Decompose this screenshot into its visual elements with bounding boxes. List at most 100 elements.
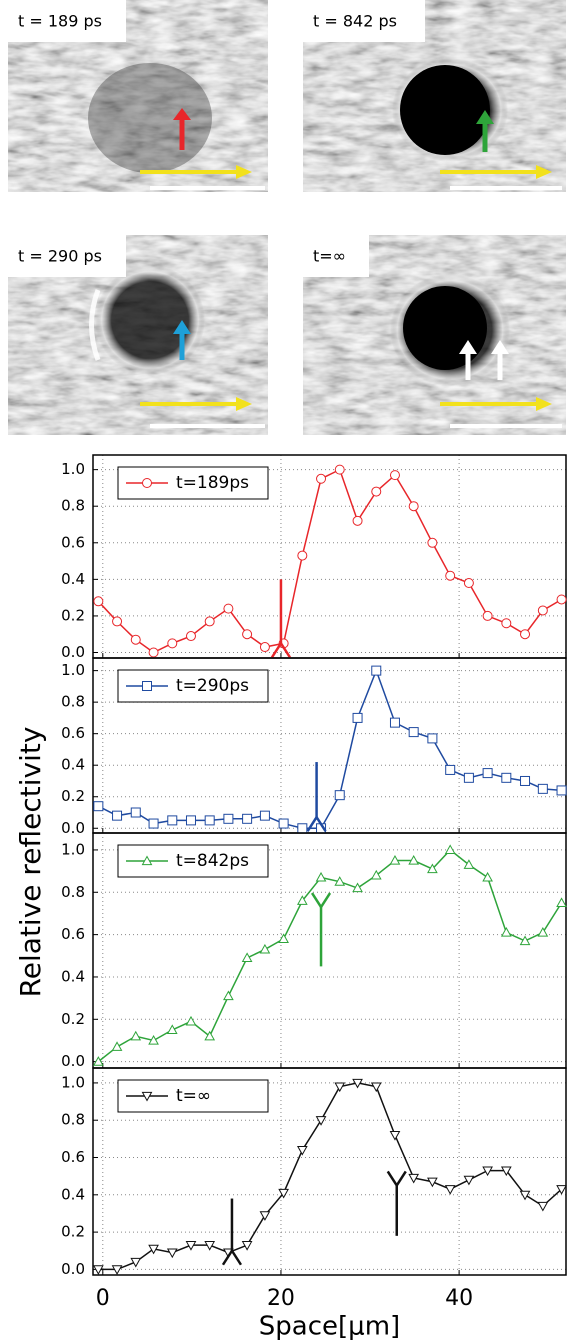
marker xyxy=(259,943,271,954)
marker xyxy=(519,1190,531,1201)
y-tick-label: 0.6 xyxy=(61,533,85,551)
legend-marker xyxy=(142,681,152,691)
y-tick-label: 0.0 xyxy=(61,1052,85,1070)
marker xyxy=(130,1030,142,1041)
marker xyxy=(389,470,400,481)
marker xyxy=(482,1166,493,1177)
marker xyxy=(427,863,438,874)
marker xyxy=(185,815,196,826)
y-tick-label: 0.8 xyxy=(61,497,85,515)
marker xyxy=(130,634,141,645)
y-tick-label: 0.4 xyxy=(61,1185,85,1203)
marker xyxy=(500,926,512,937)
annotation-arrowhead xyxy=(386,1170,407,1188)
marker xyxy=(463,772,474,783)
y-tick-label: 0.2 xyxy=(61,787,85,805)
marker xyxy=(130,1257,142,1268)
x-tick-label: 40 xyxy=(445,1286,473,1311)
marker xyxy=(444,844,456,855)
y-tick-label: 0.0 xyxy=(61,1260,85,1278)
x-axis-label: Space[μm] xyxy=(259,1312,400,1342)
marker xyxy=(167,638,178,649)
y-tick-label: 0.8 xyxy=(61,1111,85,1129)
y-axis-label: Relative reflectivity xyxy=(14,727,47,998)
marker xyxy=(408,854,420,865)
image-label: t = 842 ps xyxy=(313,12,397,31)
y-tick-label: 0.0 xyxy=(61,819,85,837)
marker xyxy=(482,871,493,882)
marker xyxy=(278,818,289,829)
marker xyxy=(408,501,419,512)
image-label: t = 290 ps xyxy=(18,247,102,266)
marker xyxy=(445,570,456,581)
legend-box xyxy=(117,1079,269,1113)
legend-marker xyxy=(141,1091,153,1102)
legend-label: t=290ps xyxy=(176,676,249,696)
marker xyxy=(537,1201,549,1212)
marker xyxy=(427,537,438,548)
y-tick-label: 0.4 xyxy=(61,756,85,774)
marker xyxy=(556,594,567,605)
marker xyxy=(463,578,474,589)
marker xyxy=(352,515,363,526)
marker xyxy=(223,603,234,614)
marker xyxy=(92,1056,104,1066)
y-tick-label: 0.2 xyxy=(61,1223,85,1241)
marker xyxy=(501,772,512,783)
marker xyxy=(259,810,270,821)
marker xyxy=(519,935,531,946)
micrograph xyxy=(303,235,566,435)
y-tick-label: 0.6 xyxy=(61,724,85,742)
marker xyxy=(204,815,215,826)
marker xyxy=(185,1241,197,1251)
x-tick-label: 0 xyxy=(96,1286,110,1311)
micrograph xyxy=(8,0,268,192)
marker xyxy=(242,813,253,824)
marker xyxy=(185,631,196,642)
marker xyxy=(259,642,270,653)
marker xyxy=(297,550,308,561)
legend-label: t=842ps xyxy=(176,851,249,871)
legend-label: t=189ps xyxy=(176,473,249,493)
marker xyxy=(296,895,308,905)
marker xyxy=(556,785,567,796)
marker xyxy=(520,775,531,786)
y-tick-label: 0.2 xyxy=(61,1010,85,1028)
marker xyxy=(92,1265,104,1275)
legend-marker xyxy=(141,855,153,866)
marker xyxy=(278,1188,289,1199)
marker xyxy=(93,801,104,812)
y-tick-label: 0.8 xyxy=(61,693,85,711)
marker xyxy=(500,1166,512,1177)
marker xyxy=(315,871,327,882)
marker xyxy=(316,473,327,484)
marker xyxy=(259,1211,271,1221)
marker xyxy=(296,1145,308,1156)
legend-marker xyxy=(142,478,152,488)
marker xyxy=(427,733,438,744)
y-tick-label: 0.6 xyxy=(61,1148,85,1166)
y-tick-label: 1.0 xyxy=(61,460,85,478)
marker xyxy=(93,596,104,607)
marker xyxy=(242,629,253,640)
image-label: t = 189 ps xyxy=(18,12,102,31)
y-tick-label: 0.0 xyxy=(61,643,85,661)
marker xyxy=(241,952,253,963)
y-tick-label: 1.0 xyxy=(61,1073,85,1091)
marker xyxy=(278,933,289,943)
y-tick-label: 0.4 xyxy=(61,967,85,985)
y-tick-label: 0.2 xyxy=(61,606,85,624)
marker xyxy=(370,869,382,880)
marker xyxy=(556,1185,567,1195)
plot-frame xyxy=(92,1067,567,1276)
y-tick-label: 0.8 xyxy=(61,883,85,901)
marker xyxy=(389,1131,401,1141)
legend-label: t=∞ xyxy=(176,1086,211,1106)
marker xyxy=(352,882,363,893)
marker xyxy=(112,810,123,821)
label-box xyxy=(303,0,425,42)
marker xyxy=(371,665,382,676)
label-box xyxy=(8,235,126,277)
annotation-arrowhead xyxy=(306,814,327,832)
